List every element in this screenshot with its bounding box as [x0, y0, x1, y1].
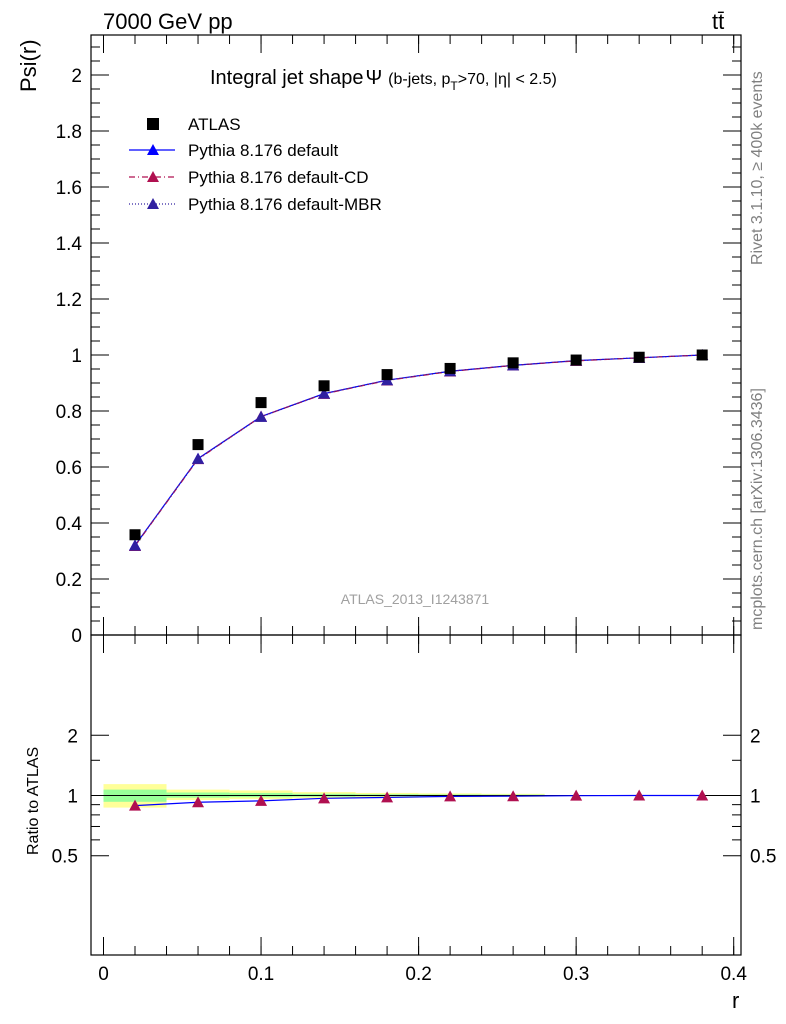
title-sub-b: T: [450, 79, 458, 93]
legend-label: ATLAS: [188, 115, 241, 134]
ratio-point: [318, 792, 331, 804]
analysis-id: ATLAS_2013_I1243871: [341, 591, 490, 607]
y-tick-label-bottom-right: 2: [750, 726, 761, 747]
ratio-point: [444, 790, 457, 802]
x-tick-label: 0.1: [248, 964, 274, 985]
data-point: [696, 349, 708, 361]
data-point: [444, 362, 456, 374]
legend-marker: [147, 171, 159, 182]
x-tick-label: 0: [98, 964, 109, 985]
series-line: [134, 354, 703, 547]
series-point: [192, 452, 205, 464]
x-axis-title: r: [732, 988, 739, 1013]
ratio-point: [255, 794, 268, 806]
legend-label: Pythia 8.176 default-CD: [188, 168, 369, 187]
x-tick-label: 0.4: [720, 964, 747, 985]
ratio-point: [696, 789, 709, 801]
x-tick-label: 0.2: [405, 964, 431, 985]
y-tick-label-bottom: 0.5: [52, 847, 78, 868]
series-line: [134, 354, 703, 547]
data-point: [318, 380, 330, 392]
series-point: [129, 539, 142, 551]
legend-label: Pythia 8.176 default: [188, 141, 339, 160]
y-axis-title-top: Psi(r): [16, 39, 41, 92]
series-point: [255, 410, 268, 422]
mcplots-label: mcplots.cern.ch [arXiv:1306.3436]: [749, 388, 766, 630]
y-tick-label-top: 2: [71, 66, 82, 87]
y-tick-label-top: 1: [71, 346, 82, 367]
y-tick-label-top: 0.4: [56, 514, 83, 535]
ratio-line: [134, 794, 703, 807]
y-tick-label-top: 0: [71, 626, 82, 647]
y-axis-title-bottom: Ratio to ATLAS: [25, 747, 42, 855]
data-point: [129, 529, 141, 541]
y-tick-label-bottom: 2: [67, 726, 78, 747]
y-tick-label-top: 1.2: [56, 290, 82, 311]
data-point: [570, 354, 582, 366]
y-tick-label-top: 1.4: [56, 234, 83, 255]
ratio-point: [381, 791, 394, 803]
y-tick-label-bottom-right: 0.5: [750, 847, 776, 868]
x-tick-label: 0.3: [563, 964, 589, 985]
y-tick-label-top: 0.2: [56, 570, 82, 591]
y-tick-label-bottom: 1: [67, 787, 78, 808]
ratio-point: [633, 789, 646, 801]
data-point: [633, 351, 645, 363]
title-sub-c: >70, |η| < 2.5): [458, 71, 557, 88]
legend-marker: [147, 144, 159, 155]
data-point: [381, 369, 393, 381]
process-label: tt̄: [712, 9, 724, 34]
data-point: [192, 439, 204, 451]
energy-label: 7000 GeV pp: [103, 9, 233, 34]
data-point: [507, 357, 519, 369]
series-point: [318, 387, 331, 399]
ratio-point: [129, 799, 142, 811]
legend-marker: [147, 118, 159, 130]
chart-content: 0 0.1 0.2 0.3 0.4 0 0.2 0.4 0.6 0.8 1 1.2 1.4 1.6 1.8 2…: [52, 35, 776, 985]
title-main: Integral jet shape: [210, 67, 363, 89]
ratio-point: [192, 796, 205, 808]
title-symbol: Ψ: [365, 67, 382, 89]
ratio-point: [507, 790, 520, 802]
legend-label: Pythia 8.176 default-MBR: [188, 195, 382, 214]
chart-title: Integral jet shape Ψ (b-jets, pT>70, |η| <…: [210, 67, 557, 93]
y-tick-label-top: 1.8: [56, 122, 82, 143]
legend-marker: [147, 198, 159, 209]
y-tick-label-bottom-right: 1: [750, 787, 761, 808]
y-tick-label-top: 1.6: [56, 178, 82, 199]
title-sub-a: (b-jets, p: [388, 71, 450, 88]
y-tick-label-top: 0.8: [56, 402, 82, 423]
data-point: [255, 397, 267, 409]
series-line: [134, 354, 703, 546]
y-tick-label-top: 0.6: [56, 458, 82, 479]
rivet-label: Rivet 3.1.10, ≥ 400k events: [749, 71, 766, 265]
ratio-point: [570, 789, 583, 801]
